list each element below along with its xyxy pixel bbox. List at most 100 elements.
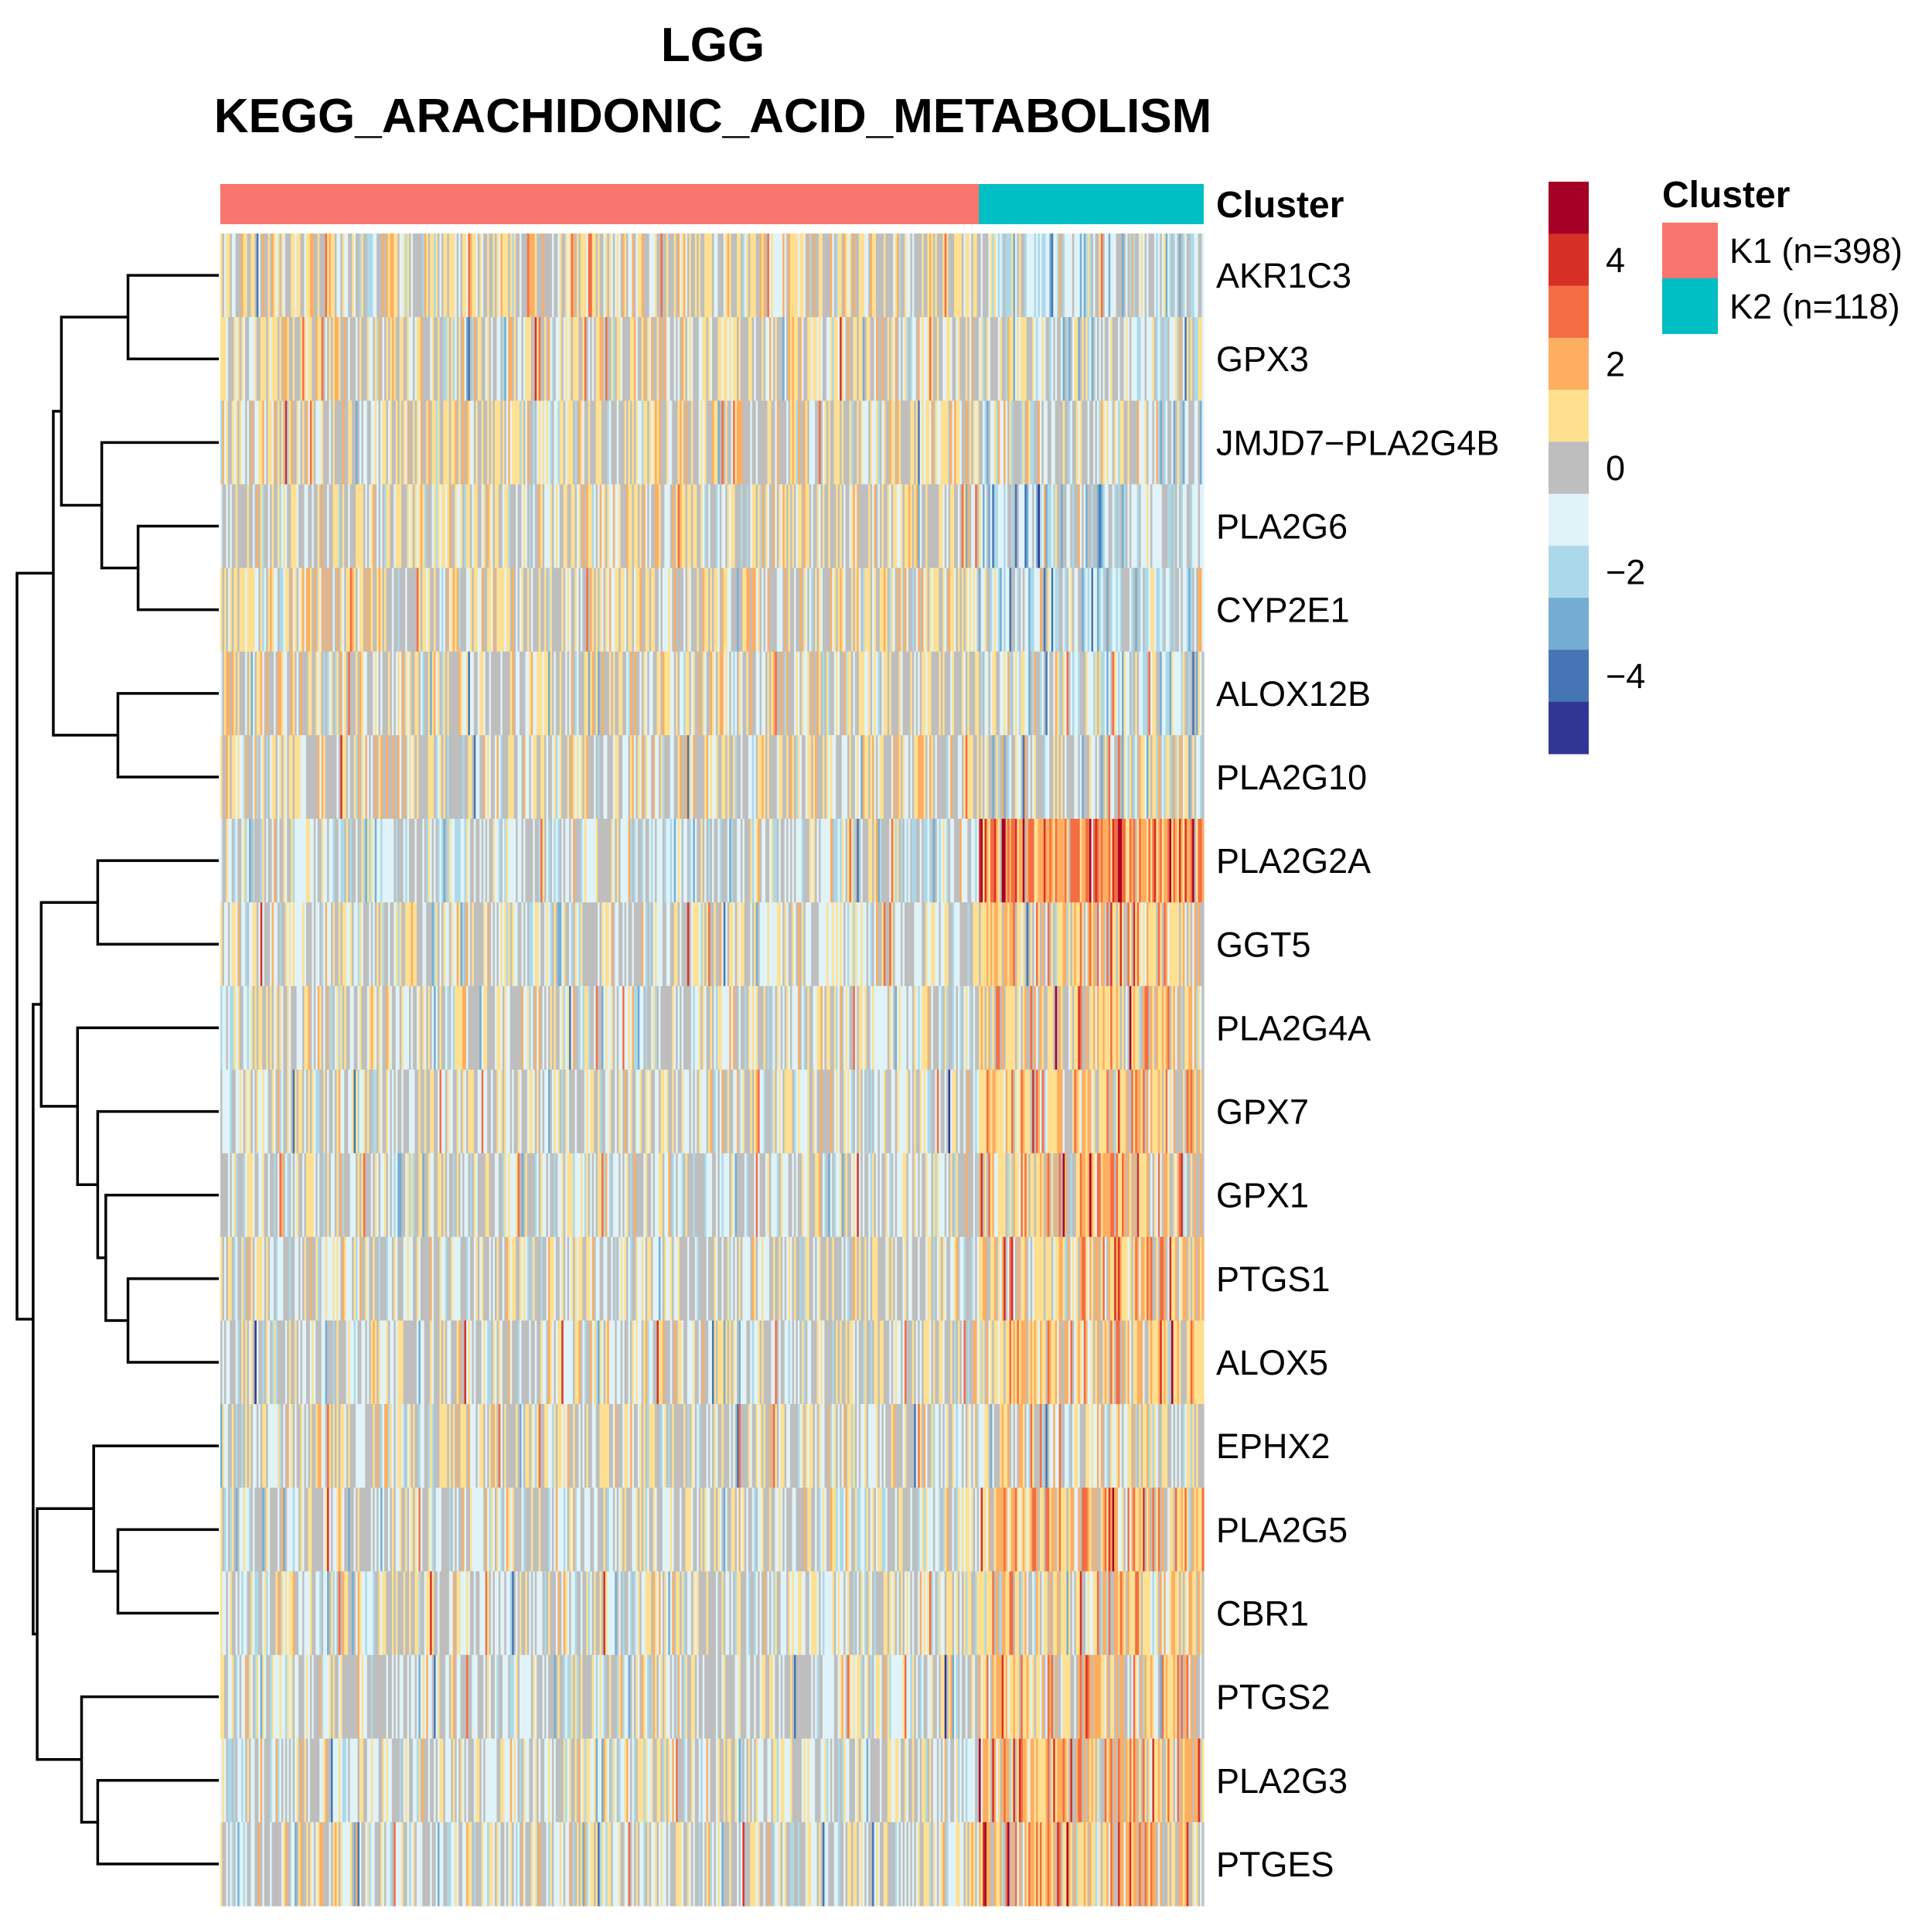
- heatmap-cell: [721, 317, 724, 401]
- heatmap-cell: [615, 233, 618, 318]
- heatmap-cell: [1041, 233, 1044, 318]
- heatmap-cell: [598, 734, 601, 820]
- heatmap-cell: [946, 734, 949, 820]
- heatmap-cell: [840, 484, 843, 569]
- heatmap-cell: [561, 233, 564, 318]
- heatmap-cell: [357, 317, 360, 401]
- heatmap-cell: [1106, 400, 1109, 486]
- heatmap-cell: [1075, 734, 1078, 820]
- heatmap-cell: [1024, 400, 1027, 486]
- heatmap-cell: [925, 400, 929, 486]
- heatmap-cell: [772, 902, 775, 987]
- heatmap-cell: [319, 484, 322, 569]
- heatmap-cell: [1140, 484, 1143, 569]
- heatmap-cell: [359, 317, 363, 401]
- heatmap-cell: [300, 400, 303, 486]
- heatmap-cell: [965, 400, 968, 486]
- heatmap-cell: [1182, 317, 1185, 401]
- heatmap-cell: [544, 734, 547, 820]
- heatmap-cell: [530, 317, 533, 401]
- heatmap-cell: [635, 400, 639, 486]
- heatmap-cell: [837, 484, 840, 569]
- heatmap-cell: [607, 317, 610, 401]
- heatmap-cell: [1053, 567, 1056, 653]
- heatmap-cell: [317, 819, 320, 903]
- heatmap-cell: [1127, 400, 1130, 486]
- heatmap-cell: [298, 651, 302, 736]
- heatmap-cell: [727, 902, 730, 987]
- heatmap-cell: [418, 567, 421, 653]
- heatmap-cell: [1136, 317, 1140, 401]
- heatmap-cell: [801, 400, 804, 486]
- heatmap-cell: [723, 400, 726, 486]
- heatmap-cell: [605, 317, 608, 401]
- heatmap-cell: [784, 902, 787, 987]
- heatmap-cell: [694, 400, 697, 486]
- heatmap-cell: [275, 819, 278, 903]
- heatmap-cell: [1188, 484, 1191, 569]
- heatmap-cell: [241, 317, 244, 401]
- heatmap-cell: [365, 233, 368, 318]
- heatmap-cell: [820, 567, 823, 653]
- heatmap-cell: [1136, 400, 1140, 486]
- heatmap-cell: [637, 819, 640, 903]
- heatmap-cell: [338, 819, 341, 903]
- heatmap-cell: [309, 567, 312, 653]
- heatmap-cell: [902, 651, 905, 736]
- heatmap-cell: [366, 819, 370, 903]
- heatmap-cell: [521, 819, 524, 903]
- heatmap-cell: [717, 651, 721, 736]
- heatmap-cell: [330, 233, 334, 318]
- heatmap-cell: [352, 484, 355, 569]
- heatmap-cell: [746, 902, 749, 987]
- heatmap-cell: [1022, 400, 1025, 486]
- heatmap-cell: [338, 317, 341, 401]
- heatmap-cell: [387, 734, 390, 820]
- heatmap-cell: [944, 317, 947, 401]
- heatmap-cell: [1011, 734, 1014, 820]
- heatmap-cell: [349, 734, 353, 820]
- heatmap-cell: [1062, 400, 1065, 486]
- heatmap-cell: [573, 317, 576, 401]
- heatmap-cell: [997, 484, 1000, 569]
- heatmap-cell: [854, 400, 857, 486]
- heatmap-cell: [319, 902, 322, 987]
- heatmap-cell: [443, 400, 446, 486]
- heatmap-cell: [824, 567, 827, 653]
- heatmap-cell: [790, 317, 793, 401]
- heatmap-cell: [820, 317, 823, 401]
- heatmap-cell: [243, 317, 246, 401]
- heatmap-cell: [559, 233, 562, 318]
- heatmap-cell: [325, 484, 328, 569]
- heatmap-cell: [1055, 484, 1058, 569]
- heatmap-cell: [456, 233, 459, 318]
- heatmap-cell: [1040, 400, 1043, 486]
- heatmap-cell: [295, 400, 298, 486]
- heatmap-cell: [1074, 233, 1077, 318]
- heatmap-cell: [1136, 819, 1140, 903]
- heatmap-cell: [1030, 400, 1033, 486]
- heatmap-cell: [656, 819, 659, 903]
- heatmap-cell: [275, 567, 278, 653]
- heatmap-cell: [862, 233, 865, 318]
- heatmap-cell: [365, 484, 368, 569]
- heatmap-cell: [1028, 484, 1031, 569]
- heatmap-cell: [1022, 734, 1025, 820]
- heatmap-cell: [283, 400, 286, 486]
- heatmap-cell: [1129, 317, 1132, 401]
- heatmap-cell: [1175, 651, 1178, 736]
- heatmap-cell: [1147, 651, 1150, 736]
- heatmap-cell: [925, 567, 929, 653]
- heatmap-cell: [1007, 233, 1010, 318]
- heatmap-cell: [254, 400, 257, 486]
- heatmap-cell: [837, 651, 840, 736]
- heatmap-cell: [612, 233, 615, 318]
- heatmap-cell: [612, 317, 615, 401]
- heatmap-cell: [891, 902, 894, 987]
- heatmap-cell: [220, 567, 223, 653]
- heatmap-cell: [258, 400, 261, 486]
- heatmap-cell: [1171, 734, 1174, 820]
- heatmap-cell: [929, 233, 932, 318]
- heatmap-cell: [1114, 819, 1117, 903]
- heatmap-cell: [1022, 317, 1025, 401]
